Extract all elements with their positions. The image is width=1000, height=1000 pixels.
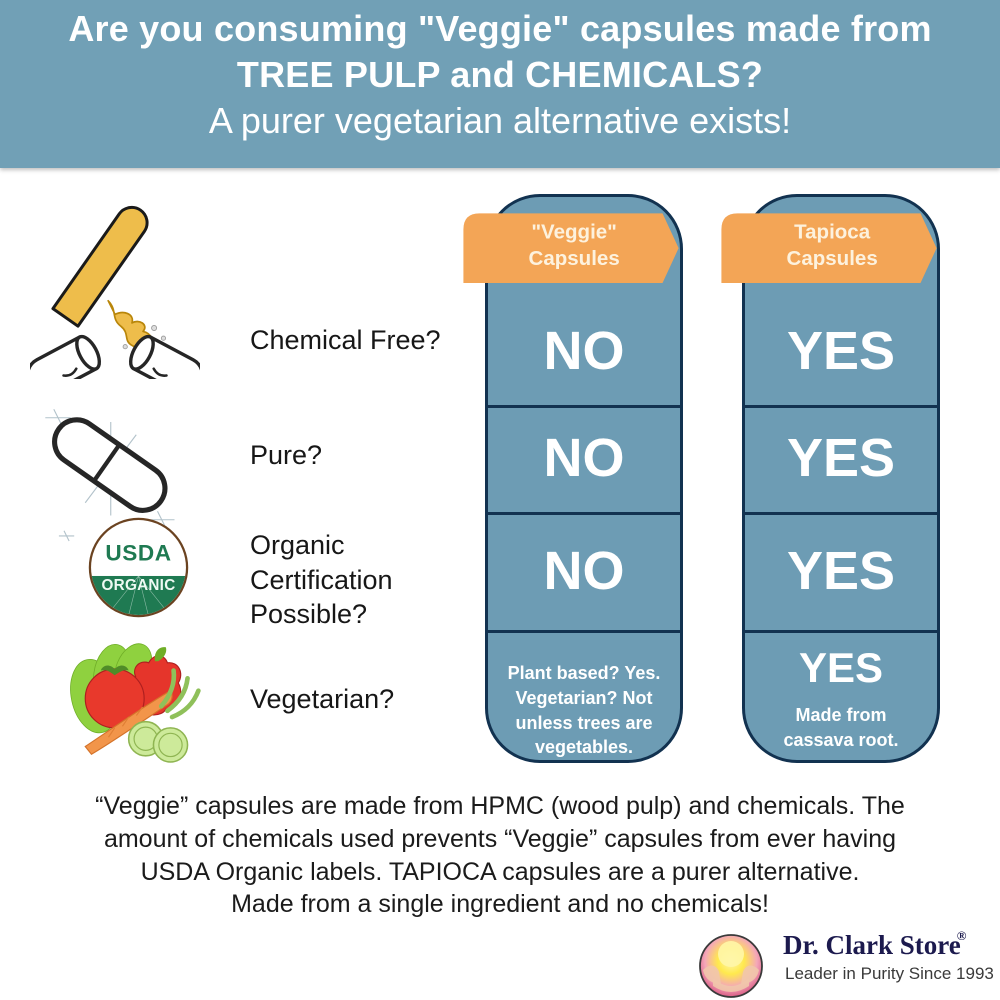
svg-text:USDA: USDA [105,541,171,566]
svg-text:Tapioca: Tapioca [794,220,871,243]
svg-text:Capsules: Capsules [787,247,878,270]
svg-text:"Veggie": "Veggie" [531,220,617,243]
svg-text:Capsules: Capsules [529,247,620,270]
svg-text:ORGANIC: ORGANIC [102,577,176,594]
